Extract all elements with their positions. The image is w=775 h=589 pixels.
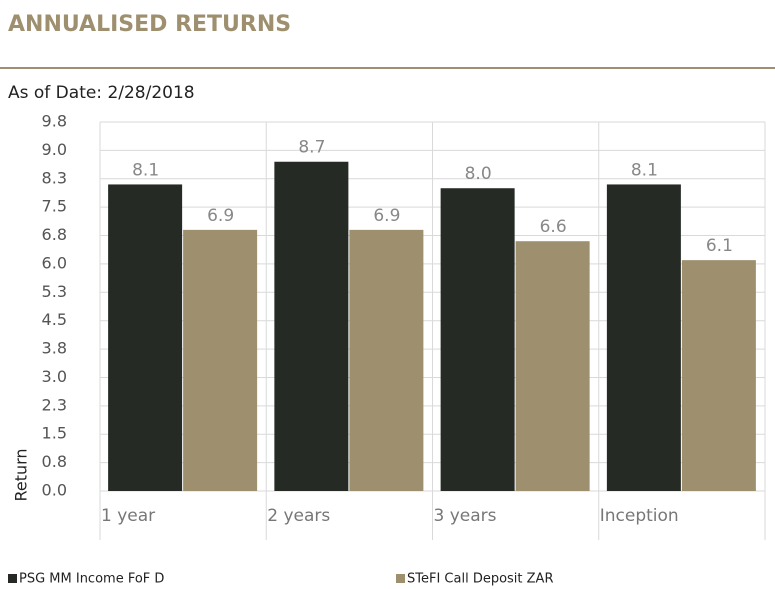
legend-label: STeFI Call Deposit ZAR xyxy=(407,572,554,587)
data-label: 6.9 xyxy=(373,206,400,226)
legend-swatch xyxy=(8,574,17,583)
y-tick-label: 0.8 xyxy=(42,452,67,471)
y-tick-label: 0.0 xyxy=(42,481,67,500)
legend-label: PSG MM Income FoF D xyxy=(19,572,164,587)
y-tick-label: 9.8 xyxy=(42,112,67,131)
y-tick-label: 8.3 xyxy=(42,168,67,187)
data-label: 8.1 xyxy=(631,160,658,180)
x-tick-label: 3 years xyxy=(434,506,497,526)
y-axis-label: Return xyxy=(12,448,31,501)
data-label: 6.9 xyxy=(207,206,234,226)
y-tick-label: 6.0 xyxy=(42,253,67,272)
y-tick-label: 6.8 xyxy=(42,225,67,244)
y-tick-label: 3.0 xyxy=(42,367,67,386)
x-tick-label: 1 year xyxy=(101,506,155,526)
y-tick-label: 7.5 xyxy=(42,197,67,216)
data-label: 8.7 xyxy=(298,138,325,158)
y-tick-label: 2.3 xyxy=(42,395,67,414)
x-tick-label: Inception xyxy=(600,506,679,526)
bar xyxy=(515,241,590,491)
data-label: 6.6 xyxy=(540,217,567,237)
bar xyxy=(440,188,515,491)
as-of-date: As of Date: 2/28/2018 xyxy=(8,83,195,103)
data-label: 6.1 xyxy=(706,236,733,256)
data-label: 8.0 xyxy=(465,164,492,184)
y-tick-label: 1.5 xyxy=(42,424,67,443)
data-label: 8.1 xyxy=(132,160,159,180)
bar xyxy=(681,260,756,491)
bar xyxy=(274,161,349,491)
y-tick-label: 5.3 xyxy=(42,282,67,301)
legend-swatch xyxy=(396,574,405,583)
y-tick-label: 9.0 xyxy=(42,140,67,159)
x-tick-label: 2 years xyxy=(267,506,330,526)
bar xyxy=(349,229,424,491)
page-title: ANNUALISED RETURNS xyxy=(8,12,291,37)
bar xyxy=(108,184,183,491)
y-tick-label: 3.8 xyxy=(42,339,67,358)
bar xyxy=(183,229,258,491)
y-tick-label: 4.5 xyxy=(42,310,67,329)
bar xyxy=(606,184,681,491)
